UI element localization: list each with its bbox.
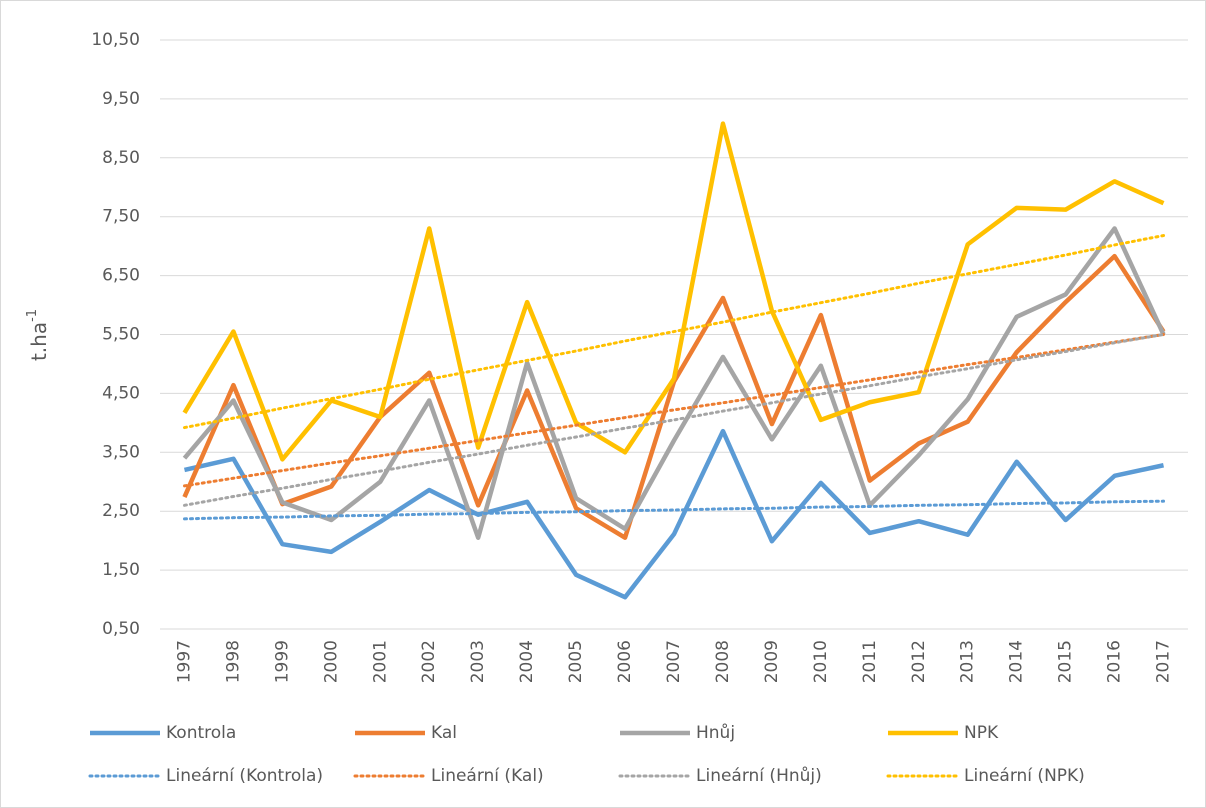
y-tick-label: 8,50 <box>102 148 140 168</box>
x-tick-label: 2008 <box>713 640 733 683</box>
legend-label: Lineární (Kal) <box>431 766 544 786</box>
y-axis-label-superscript: -1 <box>25 309 40 322</box>
data-line <box>183 428 1165 600</box>
legend-label: Hnůj <box>696 723 735 743</box>
x-tick-label: 2006 <box>615 640 635 683</box>
y-tick-label: 0,50 <box>102 619 140 639</box>
trend-line <box>182 234 1166 430</box>
trend-line <box>182 333 1166 488</box>
x-tick-label: 1999 <box>272 640 292 683</box>
y-tick-label: 5,50 <box>102 325 140 345</box>
x-tick-label: 2014 <box>1007 640 1027 683</box>
legend-label: Kal <box>431 723 457 743</box>
y-axis-label-text: t.ha <box>27 322 51 361</box>
y-tick-label: 6,50 <box>102 266 140 286</box>
y-tick-label: 4,50 <box>102 383 140 403</box>
legend-label: Lineární (Kontrola) <box>166 766 323 786</box>
legend-label: NPK <box>964 723 999 743</box>
x-tick-label: 2015 <box>1056 640 1076 683</box>
x-tick-label: 2013 <box>958 640 978 683</box>
legend-label: Lineární (Hnůj) <box>696 766 822 786</box>
x-tick-label: 2009 <box>762 640 782 683</box>
x-tick-label: 2016 <box>1105 640 1125 683</box>
legend-label: Lineární (NPK) <box>964 766 1085 786</box>
x-tick-label: 2001 <box>370 640 390 683</box>
x-tick-label: 2010 <box>811 640 831 683</box>
y-tick-label: 2,50 <box>102 501 140 521</box>
x-tick-label: 2002 <box>419 640 439 683</box>
x-tick-label: 2005 <box>566 640 586 683</box>
y-tick-label: 9,50 <box>102 89 140 109</box>
y-tick-label: 3,50 <box>102 442 140 462</box>
trend-line <box>182 333 1166 507</box>
y-tick-label: 7,50 <box>102 207 140 227</box>
y-tick-label: 1,50 <box>102 560 140 580</box>
x-tick-label: 2000 <box>321 640 341 683</box>
trend-line <box>182 499 1166 521</box>
x-tick-label: 2004 <box>517 640 537 683</box>
x-tick-label: 1997 <box>174 640 194 683</box>
data-line <box>182 226 1166 540</box>
x-tick-label: 2012 <box>909 640 929 683</box>
x-tick-label: 2003 <box>468 640 488 683</box>
legend-label: Kontrola <box>166 723 236 743</box>
y-axis-label: t.ha-1 <box>25 309 51 361</box>
x-tick-label: 2007 <box>664 640 684 683</box>
x-tick-label: 1998 <box>223 640 243 683</box>
x-tick-label: 2011 <box>860 640 880 683</box>
y-tick-label: 10,50 <box>91 30 140 50</box>
data-line <box>182 121 1165 462</box>
x-tick-label: 2017 <box>1154 640 1174 683</box>
